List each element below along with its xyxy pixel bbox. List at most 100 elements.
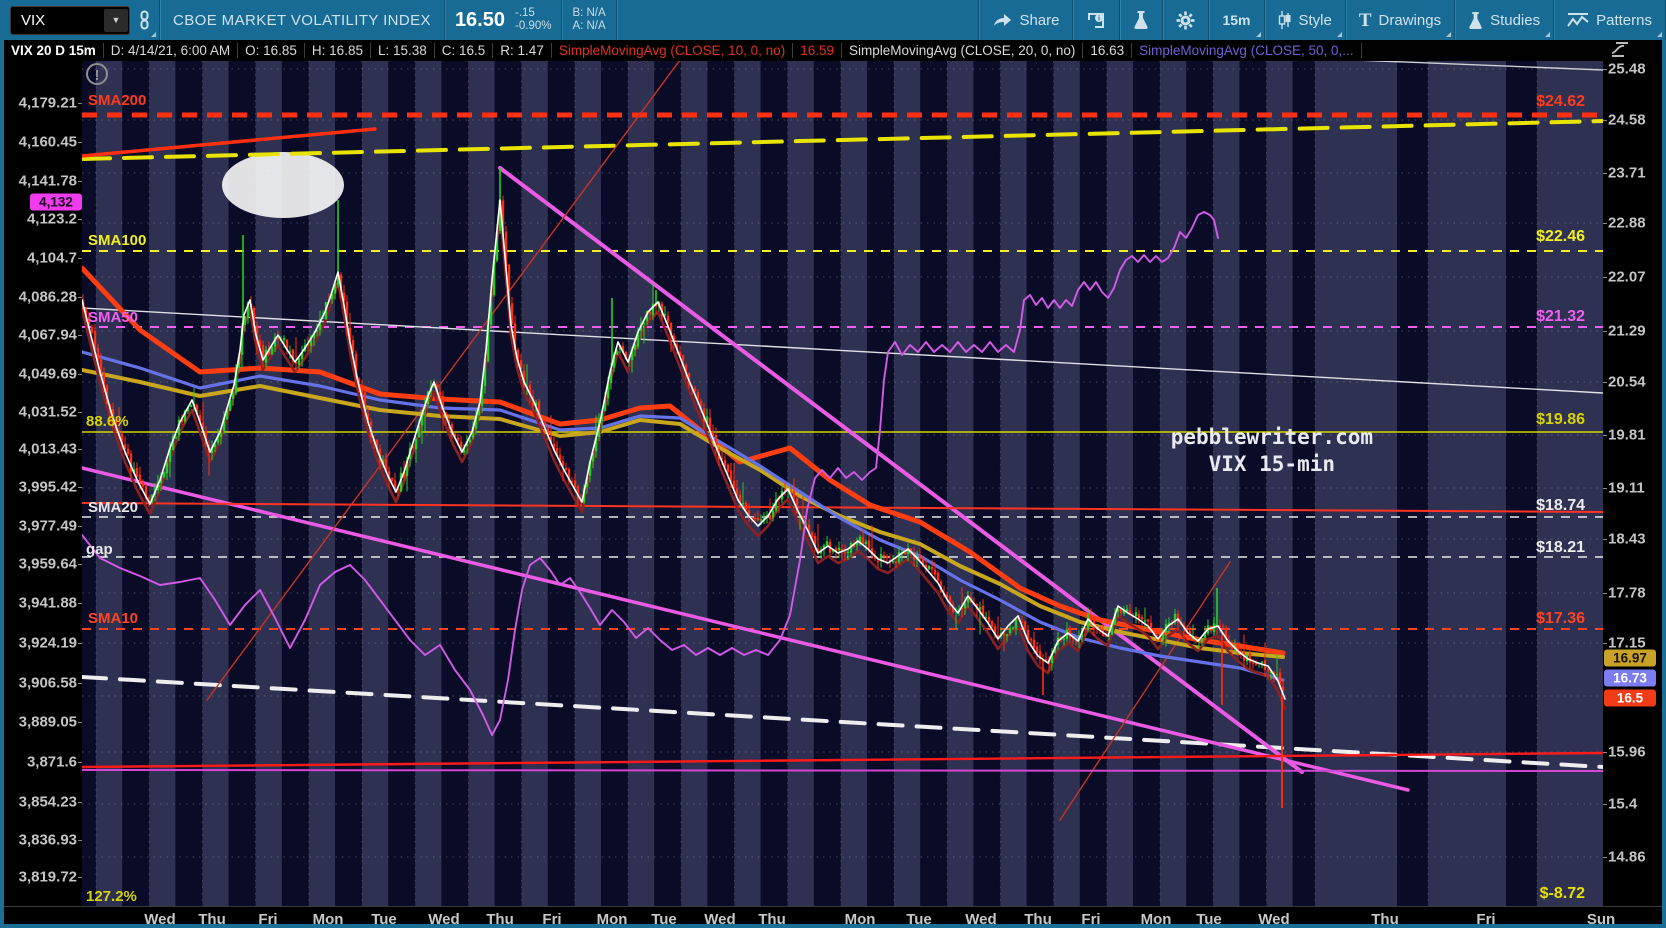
link-charts-button[interactable]: [130, 0, 159, 40]
patterns-button[interactable]: Patterns: [1554, 0, 1665, 40]
left-axis-label: 3,941.88: [18, 594, 77, 612]
time-axis-label: Mon: [844, 911, 876, 928]
level-label-gap: gap: [86, 541, 113, 558]
toolbar-separator: [1208, 0, 1210, 40]
time-axis-label: Wed: [1258, 911, 1290, 928]
left-axis-label: 3,924.19: [18, 634, 77, 652]
settings-button[interactable]: [1163, 0, 1208, 40]
right-axis-label: 15.4: [1608, 795, 1638, 813]
time-axis-label: Tue: [906, 911, 932, 928]
symbol-dropdown-button[interactable]: ▼: [104, 8, 128, 32]
toolbar-separator: [443, 0, 445, 40]
spx-level-badge: 4,132: [30, 193, 82, 211]
time-axis-label: Thu: [1371, 911, 1399, 928]
ask-value: A: N/A: [572, 20, 606, 32]
gear-icon: [1176, 11, 1195, 30]
ma-white: [81, 199, 1286, 700]
candlestick-style-icon: [1278, 10, 1292, 30]
toolbar-separator: [978, 0, 980, 40]
style-button[interactable]: Style: [1265, 0, 1345, 40]
trendline-red-ascending-left: [206, 59, 681, 701]
toolbar-separator: [1263, 0, 1265, 40]
time-axis-label: Wed: [965, 911, 997, 928]
left-axis-label: 4,086.28: [18, 288, 77, 306]
price-label-$18.74: $18.74: [1536, 497, 1585, 514]
level-label-SMA200: SMA200: [88, 92, 146, 109]
time-axis[interactable]: Wed Thu Fri Mon Tue Wed Thu Fri Mon Tue Wed Thu Mon T…: [0, 907, 1666, 928]
left-axis-label: 3,959.64: [18, 555, 77, 573]
price-label-$18.21: $18.21: [1536, 539, 1585, 556]
left-axis-label: 3,836.93: [18, 831, 77, 849]
window-edge: [1662, 40, 1666, 928]
alert-icon-mark: !: [95, 67, 100, 84]
level-label-127.2%: 127.2%: [86, 888, 137, 905]
drawings-button[interactable]: T Drawings: [1346, 0, 1454, 40]
time-axis-label: Thu: [486, 911, 514, 928]
left-axis-label: 3,854.23: [18, 793, 77, 811]
timeframe-button[interactable]: 15m: [1209, 0, 1263, 40]
trendline-magenta-support-line: [81, 769, 1604, 772]
left-axis-label: 3,819.72: [18, 868, 77, 886]
trendline-red-support-line: [80, 751, 1605, 769]
right-axis-label: 18.43: [1608, 530, 1646, 548]
right-price-axis-vix[interactable]: 25.48 24.58 23.71 22.88 22.07 21.29 20.54 19.81…: [1603, 61, 1666, 907]
chart-mode-icon[interactable]: [1608, 41, 1632, 60]
price-label-$17.36: $17.36: [1536, 610, 1585, 627]
price-change: -.15 -0.90%: [515, 7, 561, 33]
toolbar-separator: [1553, 0, 1555, 40]
trendline-sma20-red-line: [81, 502, 1604, 513]
time-axis-label: Tue: [651, 911, 677, 928]
left-axis-label: 4,123.2: [26, 210, 77, 228]
left-axis-label: 4,031.52: [18, 403, 77, 421]
trendline-red-ascending-right: [1059, 561, 1231, 821]
level-label-SMA100: SMA100: [88, 232, 146, 249]
bid-value: B: N/A: [572, 7, 606, 19]
analysis-flask-button[interactable]: [1120, 0, 1162, 40]
level-label-88.6%: 88.6%: [86, 413, 129, 430]
right-axis-label: 22.88: [1608, 214, 1646, 232]
news-icon: i: [1086, 12, 1106, 29]
highlight-ellipse: [222, 152, 344, 218]
left-axis-label: 3,889.05: [18, 713, 77, 731]
chart-date: D: 4/14/21, 6:00 AM: [104, 43, 239, 58]
timeframe-value: 15m: [1222, 12, 1251, 28]
toolbar-separator: [1162, 0, 1164, 40]
trendline-magenta-steep-downtrend: [498, 166, 1304, 774]
toolbar-separator: [1454, 0, 1456, 40]
alert-icon: [86, 63, 108, 85]
share-button[interactable]: Share: [979, 0, 1072, 40]
link-icon: [138, 10, 151, 30]
ohlc-high: H: 16.85: [305, 43, 371, 58]
toolbar-separator: [1072, 0, 1074, 40]
time-axis-label: Thu: [198, 911, 226, 928]
symbol-input[interactable]: VIX ▼: [10, 5, 130, 35]
window-edge: [0, 40, 4, 928]
price-chart-canvas[interactable]: SMA200 SMA100 SMA50 88.6% SMA20 gap SMA10 127.2…: [79, 56, 1605, 907]
study-sma20-label[interactable]: SimpleMovingAvg (CLOSE, 20, 0, no): [842, 43, 1084, 58]
time-axis-label: Fri: [1081, 911, 1101, 928]
news-button[interactable]: i: [1073, 0, 1119, 40]
level-label-SMA20: SMA20: [88, 499, 138, 516]
chart-plot-area[interactable]: SMA200 SMA100 SMA50 88.6% SMA20 gap SMA10 127.2…: [79, 56, 1605, 907]
left-price-axis-spx[interactable]: 4,179.21 4,160.45 4,141.78 4,123.2 4,104.7 4,…: [0, 61, 82, 907]
right-axis-label: 14.86: [1608, 848, 1646, 866]
ratio-line: [81, 211, 1219, 736]
study-sma50-label[interactable]: SimpleMovingAvg (CLOSE, 50, 0,...: [1132, 43, 1362, 58]
ohlc-close: C: 16.5: [435, 43, 494, 58]
axis-divider: [0, 906, 1666, 907]
right-axis-label: 15.96: [1608, 743, 1646, 761]
left-axis-label: 4,179.21: [18, 94, 77, 112]
toolbar-separator: [561, 0, 563, 40]
price-label-$21.32: $21.32: [1536, 308, 1585, 325]
left-axis-label: 4,049.69: [18, 365, 77, 383]
last-price: 16.50: [454, 8, 505, 31]
left-axis-label: 4,013.43: [18, 440, 77, 458]
studies-button[interactable]: Studies: [1455, 0, 1553, 40]
bid-ask: B: N/A A: N/A: [562, 7, 615, 33]
studies-flask-icon: [1468, 11, 1483, 30]
left-axis-label: 3,871.6: [26, 753, 77, 771]
trendline-white-thin-decline: [81, 307, 1604, 394]
study-sma10-label[interactable]: SimpleMovingAvg (CLOSE, 10, 0, no): [552, 43, 794, 58]
text-tool-icon: T: [1358, 9, 1372, 31]
